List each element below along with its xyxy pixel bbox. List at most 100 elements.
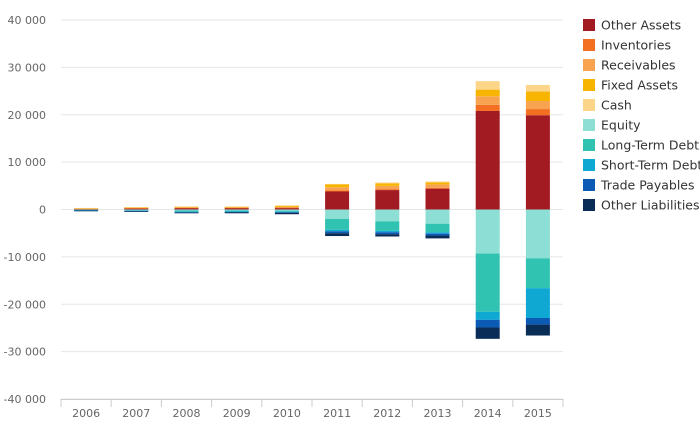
bar-segment bbox=[425, 233, 450, 236]
bar-segment bbox=[325, 229, 350, 232]
bar-segment bbox=[475, 311, 500, 320]
legend-swatch bbox=[583, 59, 595, 71]
bar-segment bbox=[325, 231, 350, 234]
legend-label: Other Liabilities bbox=[601, 198, 700, 213]
bar-segment bbox=[274, 208, 299, 210]
y-tick-label: 10 000 bbox=[8, 156, 47, 169]
bar-segment bbox=[425, 223, 450, 233]
bar-segment bbox=[525, 115, 550, 210]
legend-swatch bbox=[583, 99, 595, 111]
bar-segment bbox=[525, 84, 550, 92]
bar-segment bbox=[325, 191, 350, 210]
bar-segment bbox=[124, 209, 149, 211]
bar-segment bbox=[525, 109, 550, 116]
bar-segment bbox=[174, 207, 199, 209]
legend: Other Assets Inventories Receivables Fixed … bbox=[583, 18, 700, 213]
bar-segment bbox=[475, 81, 500, 90]
bar-segment bbox=[525, 101, 550, 110]
bar-segment bbox=[124, 208, 149, 209]
bar-segment bbox=[274, 205, 299, 206]
x-tick-label: 2015 bbox=[524, 407, 552, 420]
bar-segment bbox=[224, 209, 249, 211]
bar-segment bbox=[525, 209, 550, 259]
legend-label: Short-Term Debt bbox=[601, 158, 700, 173]
bar-segment bbox=[475, 104, 500, 111]
bars bbox=[74, 81, 550, 339]
bar-segment bbox=[375, 234, 400, 237]
bar-segment bbox=[475, 253, 500, 312]
bar-segment bbox=[124, 207, 149, 209]
bar-segment bbox=[74, 209, 99, 211]
bar-segment bbox=[525, 317, 550, 325]
legend-swatch bbox=[583, 79, 595, 91]
y-tick-label: 30 000 bbox=[8, 61, 47, 74]
legend-label: Trade Payables bbox=[600, 178, 695, 193]
bar-segment bbox=[375, 232, 400, 235]
bar-segment bbox=[425, 188, 450, 210]
bar-segment bbox=[375, 190, 400, 210]
bar-segment bbox=[224, 211, 249, 212]
bar-segment bbox=[425, 187, 450, 189]
bar-segment bbox=[74, 207, 99, 209]
legend-label: Fixed Assets bbox=[601, 78, 678, 93]
bar-segment bbox=[325, 190, 350, 192]
bar-segment bbox=[174, 212, 199, 214]
bar-segment bbox=[325, 209, 350, 219]
bar-segment bbox=[425, 209, 450, 224]
bar-segment bbox=[224, 208, 249, 210]
bar-segment bbox=[224, 211, 249, 213]
x-tick-label: 2010 bbox=[273, 407, 301, 420]
bar-segment bbox=[375, 209, 400, 222]
legend-label: Long-Term Debt bbox=[601, 138, 699, 153]
bar-segment bbox=[174, 206, 199, 208]
bar-segment bbox=[224, 206, 249, 207]
bar-segment bbox=[425, 181, 450, 183]
bar-segment bbox=[174, 206, 199, 207]
bar-segment bbox=[375, 230, 400, 233]
x-tick-label: 2007 bbox=[122, 407, 150, 420]
legend-swatch bbox=[583, 199, 595, 211]
legend-label: Cash bbox=[601, 98, 632, 113]
bar-segment bbox=[224, 207, 249, 208]
bar-segment bbox=[375, 182, 400, 184]
legend-swatch bbox=[583, 39, 595, 51]
bar-segment bbox=[174, 212, 199, 213]
bar-segment bbox=[124, 207, 149, 208]
bar-segment bbox=[124, 208, 149, 210]
legend-label: Other Assets bbox=[601, 18, 681, 33]
y-tick-label: 0 bbox=[39, 204, 46, 217]
bar-segment bbox=[174, 207, 199, 208]
bar-segment bbox=[224, 210, 249, 212]
y-tick-label: 40 000 bbox=[8, 14, 47, 27]
x-tick-label: 2006 bbox=[72, 407, 100, 420]
bar-segment bbox=[375, 185, 400, 190]
bar-segment bbox=[74, 210, 99, 212]
bar-segment bbox=[124, 210, 149, 212]
legend-swatch bbox=[583, 19, 595, 31]
legend-label: Inventories bbox=[601, 38, 671, 53]
bar-segment bbox=[124, 211, 149, 212]
y-axis-ticks: 40 000 30 000 20 000 10 000 0 -10 000 -20 000 -… bbox=[4, 14, 46, 406]
bar-segment bbox=[124, 210, 149, 211]
bar-segment bbox=[325, 184, 350, 188]
bar-segment bbox=[475, 327, 500, 339]
bar-segment bbox=[224, 206, 249, 208]
bar-segment bbox=[274, 210, 299, 212]
x-tick-label: 2008 bbox=[173, 407, 201, 420]
bar-segment bbox=[274, 211, 299, 213]
bar-segment bbox=[174, 209, 199, 211]
legend-swatch bbox=[583, 159, 595, 171]
legend-label: Equity bbox=[601, 118, 641, 133]
bar-segment bbox=[425, 184, 450, 188]
bar-segment bbox=[174, 208, 199, 210]
bar-segment bbox=[174, 211, 199, 213]
bar-segment bbox=[274, 205, 299, 207]
y-tick-label: -40 000 bbox=[4, 393, 46, 406]
bar-segment bbox=[325, 187, 350, 191]
bar-segment bbox=[425, 232, 450, 234]
bar-segment bbox=[475, 319, 500, 328]
x-tick-label: 2013 bbox=[424, 407, 452, 420]
bar-segment bbox=[325, 233, 350, 237]
bar-segment bbox=[224, 207, 249, 209]
